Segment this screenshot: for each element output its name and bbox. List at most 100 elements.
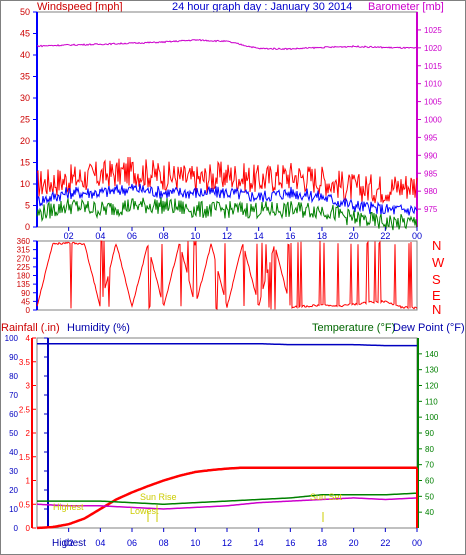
- hum-ytick-label-10: 10: [9, 505, 18, 514]
- dir-ytick-label-270: 270: [17, 254, 31, 263]
- temperature-line: [37, 492, 417, 505]
- wind-xtick-label-22: 22: [380, 231, 390, 241]
- hum-ytick-label-90: 90: [9, 353, 18, 362]
- dir-ytick-label-135: 135: [17, 280, 31, 289]
- climate-xtick-label-10: 10: [190, 538, 200, 548]
- dir-ytick-label-360: 360: [17, 237, 31, 246]
- temp-ytick-label-50: 50: [425, 492, 434, 501]
- wind-low-line: [36, 197, 418, 231]
- wind-ytick-label-15: 15: [20, 158, 30, 168]
- wind-average-line: [36, 183, 418, 216]
- event-sunrise: Sun Rise: [140, 492, 177, 502]
- temp-ytick-label-140: 140: [425, 350, 439, 359]
- temp-ytick-label-110: 110: [425, 397, 438, 406]
- barometer-line: [36, 38, 418, 51]
- dir-ytick-label-45: 45: [21, 297, 30, 306]
- wind-ytick-label-5: 5: [25, 201, 30, 211]
- wind-xtick-label-02: 02: [64, 231, 74, 241]
- barometer-label: Barometer [mb]: [368, 1, 444, 13]
- compass-n-top: N: [432, 238, 441, 253]
- wind-xtick-label-08: 08: [159, 231, 169, 241]
- baro-ytick-label-1010: 1010: [424, 80, 442, 89]
- wind-xtick-label-20: 20: [349, 231, 359, 241]
- chart-title: 24 hour graph day : January 30 2014: [172, 1, 352, 13]
- temp-ytick-label-60: 60: [425, 477, 434, 486]
- rain-ytick-label-3-5: 3.5: [19, 358, 31, 367]
- climate-panel: Rainfall (.in) Humidity (%) Temperature …: [1, 322, 465, 549]
- baro-ytick-label-1020: 1020: [424, 44, 442, 53]
- climate-xtick-label-02: 02: [64, 538, 74, 548]
- temp-ytick-label-130: 130: [425, 366, 439, 375]
- event-highest-low: Highest: [53, 502, 84, 512]
- wind-xtick-label-06: 06: [127, 231, 137, 241]
- hum-ytick-label-20: 20: [9, 486, 18, 495]
- climate-xtick-label-00: 00: [412, 538, 422, 548]
- temp-ytick-label-40: 40: [425, 508, 434, 517]
- climate-xtick-label-08: 08: [159, 538, 169, 548]
- baro-ytick-label-980: 980: [424, 187, 438, 196]
- wind-ytick-label-35: 35: [20, 72, 30, 82]
- rainfall-line: [36, 466, 417, 530]
- wind-ytick-label-50: 50: [20, 7, 30, 17]
- humidity-label: Humidity (%): [67, 322, 130, 334]
- wind-xtick-label-04: 04: [95, 231, 105, 241]
- wind-panel: Windspeed [mph] 24 hour graph day : Janu…: [20, 1, 444, 241]
- rain-ytick-label-3: 3: [26, 382, 31, 391]
- temperature-label: Temperature (°F): [312, 322, 395, 334]
- climate-xtick-label-22: 22: [380, 538, 390, 548]
- compass-s: S: [432, 272, 441, 287]
- event-sunset: Sun Set: [310, 492, 343, 502]
- wind-ytick-label-20: 20: [20, 136, 30, 146]
- dir-ytick-label-90: 90: [21, 289, 30, 298]
- hum-ytick-label-80: 80: [9, 372, 18, 381]
- dir-ytick-label-225: 225: [17, 263, 31, 272]
- compass-n-bottom: N: [432, 302, 441, 317]
- wind-xtick-label-10: 10: [190, 231, 200, 241]
- climate-xtick-label-20: 20: [349, 538, 359, 548]
- compass-w: W: [432, 255, 445, 270]
- temperature-y-ticks: 40 50 60 70 80 90 100 110 120 130 140: [418, 350, 439, 517]
- climate-xtick-label-18: 18: [317, 538, 327, 548]
- baro-ytick-label-995: 995: [424, 133, 438, 142]
- hum-ytick-label-100: 100: [5, 334, 19, 343]
- event-highest-axis: Highest: [52, 538, 86, 549]
- temp-ytick-label-100: 100: [425, 413, 439, 422]
- rainfall-label: Rainfall (.in): [1, 322, 60, 334]
- baro-ytick-label-990: 990: [424, 151, 438, 160]
- temp-ytick-label-90: 90: [425, 429, 434, 438]
- wind-y-ticks: 0 5 10 15 20 25 30 35 40 45 50: [20, 7, 37, 232]
- climate-x-ticks: 02 04 06 08 10 12 14 16 18 20 22 00: [64, 528, 422, 548]
- barometer-y-ticks: 975 980 985 990 995 1000 1005 1010 1015 1020 1025: [417, 26, 442, 214]
- wind-ytick-label-10: 10: [20, 179, 30, 189]
- rain-ytick-label-0: 0: [26, 524, 31, 533]
- hum-ytick-label-50: 50: [9, 429, 18, 438]
- hum-ytick-label-60: 60: [9, 410, 18, 419]
- hum-ytick-label-40: 40: [9, 448, 18, 457]
- wind-ytick-label-45: 45: [20, 29, 30, 39]
- rain-ytick-label-0-5: 0.5: [19, 500, 31, 509]
- event-lowest: Lowest: [130, 506, 159, 516]
- hum-ytick-label-30: 30: [9, 467, 18, 476]
- wind-ytick-label-30: 30: [20, 93, 30, 103]
- hum-ytick-label-0: 0: [14, 524, 19, 533]
- hum-ytick-label-70: 70: [9, 391, 18, 400]
- baro-ytick-label-1015: 1015: [424, 62, 442, 71]
- wind-xtick-label-18: 18: [317, 231, 327, 241]
- wind-xtick-label-16: 16: [285, 231, 295, 241]
- wind-ytick-label-0: 0: [25, 222, 30, 232]
- rain-ytick-label-4: 4: [26, 334, 31, 343]
- dew-point-label: Dew Point (°F): [393, 322, 465, 334]
- climate-xtick-label-16: 16: [285, 538, 295, 548]
- climate-series-group: [36, 342, 418, 530]
- rain-ytick-label-1-5: 1.5: [19, 453, 31, 462]
- windspeed-label: Windspeed [mph]: [37, 1, 123, 13]
- temp-ytick-label-80: 80: [425, 445, 434, 454]
- baro-ytick-label-1000: 1000: [424, 116, 442, 125]
- humidity-line: [37, 342, 417, 347]
- dir-ytick-label-0: 0: [26, 306, 31, 315]
